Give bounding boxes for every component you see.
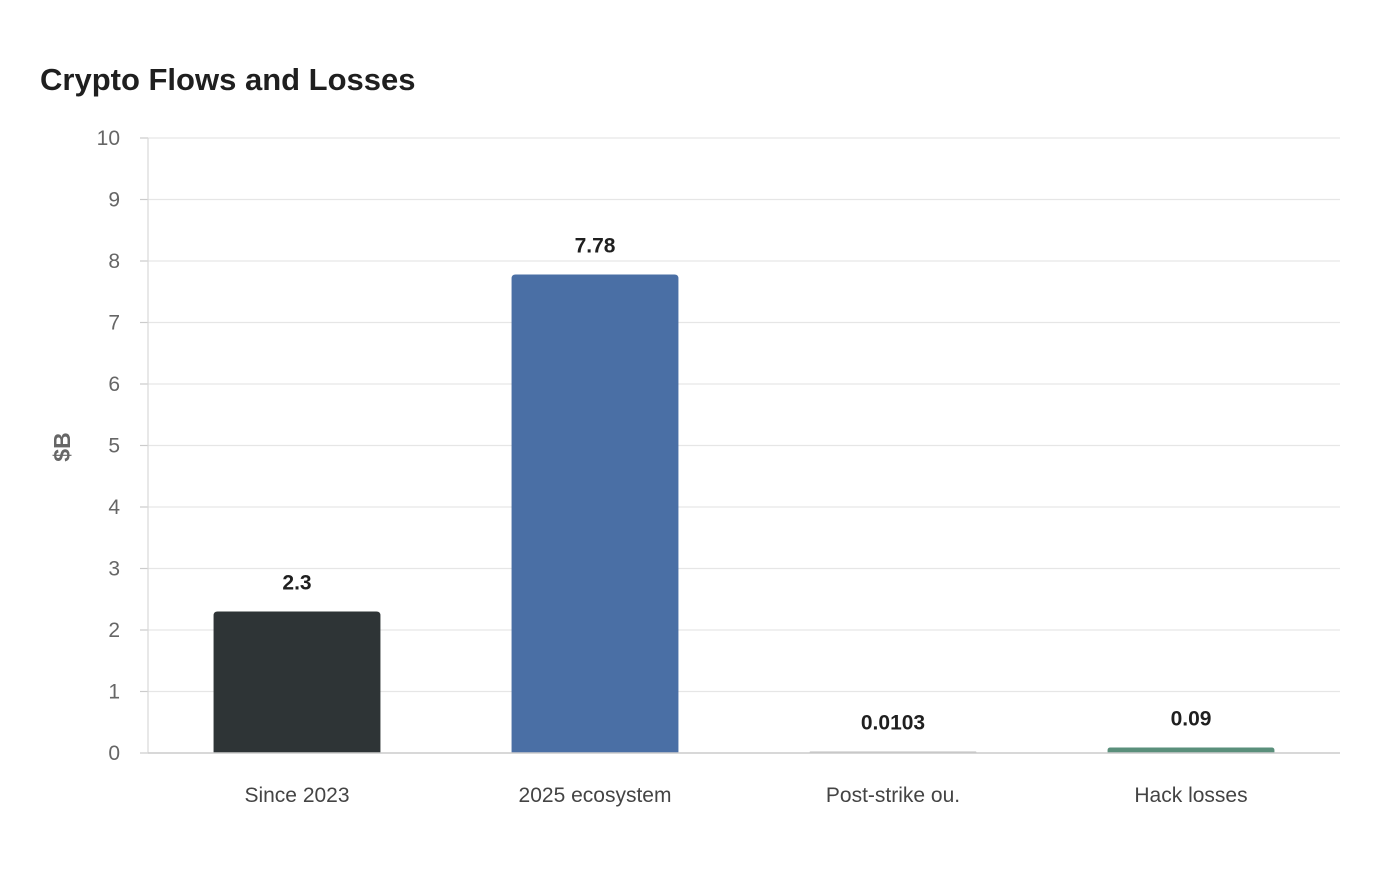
axes — [147, 138, 1340, 754]
y-tick-label: 8 — [108, 250, 120, 273]
y-tick-label: 7 — [108, 312, 120, 335]
bar-0 — [213, 611, 381, 753]
x-category-label: Since 2023 — [244, 784, 349, 807]
bar-3 — [1107, 747, 1275, 753]
y-axis-title: $B — [49, 432, 75, 461]
y-tick-label: 6 — [108, 373, 120, 396]
bars — [213, 274, 1275, 753]
y-tick-label: 1 — [108, 681, 120, 704]
y-tick-label: 0 — [108, 742, 120, 765]
value-label: 7.78 — [575, 235, 616, 258]
y-tick-label: 2 — [108, 619, 120, 642]
y-tick-label: 5 — [108, 435, 120, 458]
gridlines — [148, 137, 1340, 693]
y-tick-label: 4 — [108, 496, 120, 519]
y-tick-label: 3 — [108, 558, 120, 581]
value-labels: 2.3 7.78 0.0103 0.09 — [282, 235, 1211, 735]
y-tick-label: 10 — [97, 127, 120, 150]
x-category-label: Hack losses — [1134, 784, 1247, 807]
x-axis-categories: Since 2023 2025 ecosystem Post-strike ou. H… — [244, 784, 1247, 807]
chart-title: Crypto Flows and Losses — [40, 62, 416, 97]
bar-1 — [511, 274, 679, 753]
value-label: 0.09 — [1171, 707, 1212, 730]
value-label: 0.0103 — [861, 712, 925, 735]
y-tick-label: 9 — [108, 189, 120, 212]
x-category-label: 2025 ecosystem — [519, 784, 672, 807]
value-label: 2.3 — [282, 572, 311, 595]
y-axis-ticks: 0 1 2 3 4 5 6 7 8 9 10 — [97, 127, 148, 765]
x-category-label: Post-strike ou. — [826, 784, 960, 807]
